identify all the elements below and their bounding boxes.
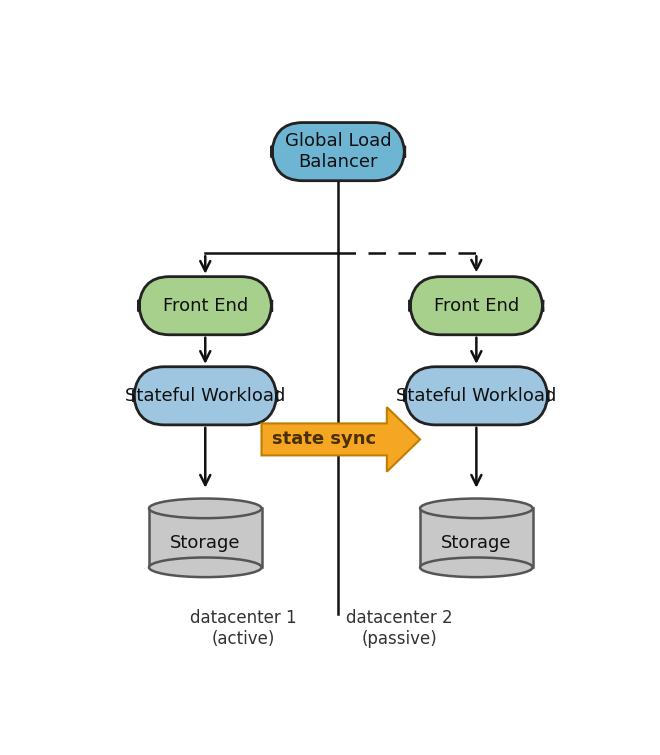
Ellipse shape xyxy=(149,557,261,577)
Text: Storage: Storage xyxy=(441,534,512,552)
FancyBboxPatch shape xyxy=(272,122,405,180)
Ellipse shape xyxy=(149,498,261,518)
Text: Front End: Front End xyxy=(434,297,519,315)
FancyBboxPatch shape xyxy=(139,276,272,334)
FancyBboxPatch shape xyxy=(405,367,548,425)
Ellipse shape xyxy=(420,557,533,577)
Text: Stateful Workload: Stateful Workload xyxy=(125,387,285,405)
Bar xyxy=(149,508,261,567)
FancyBboxPatch shape xyxy=(133,367,277,425)
Text: datacenter 1
(active): datacenter 1 (active) xyxy=(190,609,297,648)
Text: Front End: Front End xyxy=(162,297,248,315)
FancyBboxPatch shape xyxy=(410,276,543,334)
Text: Stateful Workload: Stateful Workload xyxy=(396,387,556,405)
Polygon shape xyxy=(261,407,420,472)
Text: Storage: Storage xyxy=(170,534,240,552)
Text: datacenter 2
(passive): datacenter 2 (passive) xyxy=(346,609,453,648)
Bar xyxy=(420,508,533,567)
Text: Global Load
Balancer: Global Load Balancer xyxy=(285,132,391,171)
Text: state sync: state sync xyxy=(272,430,376,448)
Ellipse shape xyxy=(420,498,533,518)
